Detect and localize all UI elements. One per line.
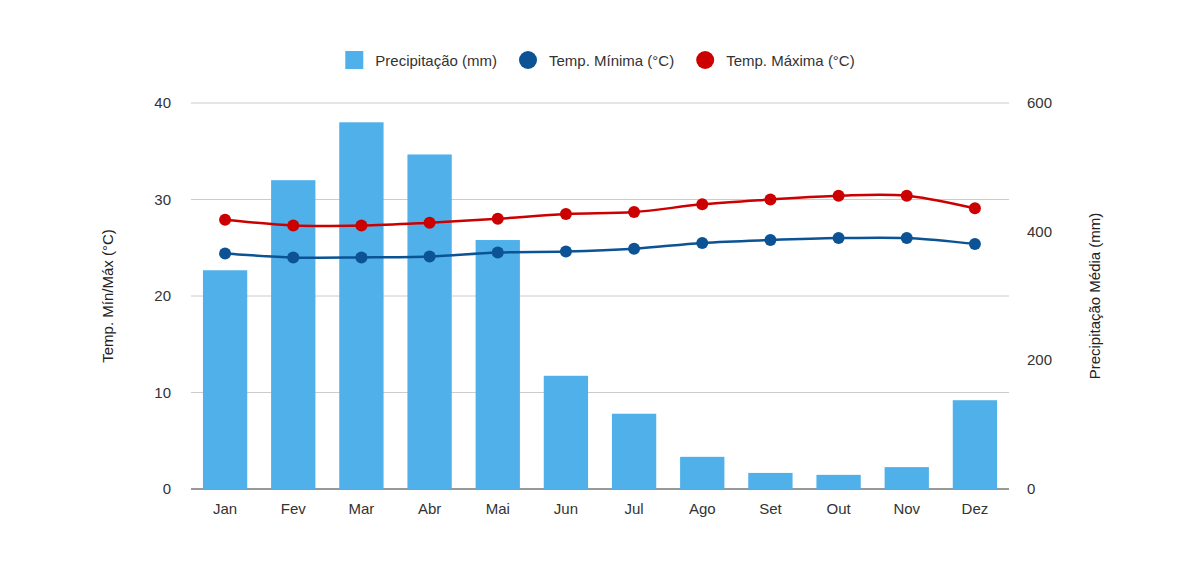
- legend-swatch: [519, 51, 537, 69]
- line: [225, 195, 975, 227]
- x-tick-label: Set: [759, 500, 782, 517]
- y-tick-label: 10: [154, 384, 171, 401]
- bar: [816, 475, 860, 489]
- marker: [424, 217, 436, 229]
- x-tick-label: Fev: [281, 500, 307, 517]
- marker: [833, 232, 845, 244]
- y2-tick: [1009, 360, 1013, 361]
- x-tick-label: Jan: [213, 500, 237, 517]
- marker: [219, 248, 231, 260]
- chart: 0102030400200400600JanFevMarAbrMaiJunJul…: [0, 0, 1200, 567]
- x-tick-label: Abr: [418, 500, 441, 517]
- bar: [748, 473, 792, 489]
- y2-tick: [1009, 231, 1013, 232]
- bar: [885, 467, 929, 489]
- marker: [901, 190, 913, 202]
- y-tick-label: 40: [154, 94, 171, 111]
- x-tick-label: Jun: [554, 500, 578, 517]
- marker: [833, 190, 845, 202]
- bar: [203, 270, 247, 489]
- y-tick-label: 30: [154, 191, 171, 208]
- legend-swatch: [696, 51, 714, 69]
- x-tick-label: Mar: [348, 500, 374, 517]
- x-tick-label: Dez: [962, 500, 989, 517]
- marker: [969, 238, 981, 250]
- marker: [764, 194, 776, 206]
- marker: [901, 232, 913, 244]
- marker: [492, 213, 504, 225]
- marker: [696, 198, 708, 210]
- bar: [476, 240, 520, 489]
- x-tick-label: Ago: [689, 500, 716, 517]
- line: [225, 238, 975, 258]
- plot-area: [203, 122, 997, 489]
- bar: [680, 457, 724, 489]
- y-axis-title: Temp. Mín/Máx (°C): [99, 229, 116, 363]
- y-tick-label: 0: [163, 480, 171, 497]
- x-tick-label: Out: [826, 500, 851, 517]
- bar: [407, 154, 451, 489]
- y2-axis-title: Precipitação Média (mm): [1086, 213, 1103, 380]
- y2-tick-label: 600: [1027, 94, 1052, 111]
- legend-swatch: [345, 51, 363, 69]
- marker: [492, 247, 504, 259]
- marker: [287, 220, 299, 232]
- y2-tick-label: 0: [1027, 480, 1035, 497]
- grid-line: [191, 103, 1009, 104]
- legend-label: Temp. Mínima (°C): [549, 52, 674, 69]
- legend-label: Temp. Máxima (°C): [726, 52, 855, 69]
- marker: [560, 246, 572, 258]
- bar: [953, 400, 997, 489]
- x-tick-label: Jul: [624, 500, 643, 517]
- marker: [969, 202, 981, 214]
- bar: [339, 122, 383, 489]
- bar: [544, 376, 588, 489]
- marker: [355, 251, 367, 263]
- marker: [424, 250, 436, 262]
- marker: [628, 243, 640, 255]
- y2-tick-label: 400: [1027, 223, 1052, 240]
- bar: [612, 414, 656, 489]
- marker: [628, 206, 640, 218]
- marker: [560, 208, 572, 220]
- y2-tick-label: 200: [1027, 351, 1052, 368]
- legend: Precipitação (mm) Temp. Mínima (°C) Temp. …: [345, 51, 854, 69]
- background: [0, 0, 1200, 567]
- marker: [355, 220, 367, 232]
- legend-label: Precipitação (mm): [375, 52, 497, 69]
- marker: [696, 237, 708, 249]
- marker: [287, 251, 299, 263]
- y-tick-label: 20: [154, 287, 171, 304]
- y2-tick: [1009, 103, 1013, 104]
- y2-tick: [1009, 489, 1013, 490]
- marker: [764, 234, 776, 246]
- x-tick-label: Nov: [893, 500, 920, 517]
- x-tick-label: Mai: [486, 500, 510, 517]
- marker: [219, 214, 231, 226]
